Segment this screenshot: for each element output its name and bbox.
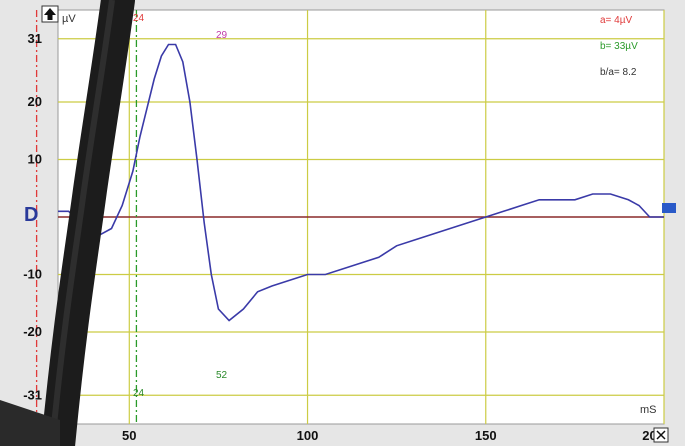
y-unit-label: µV bbox=[62, 13, 76, 25]
y-tick-label-0: 31 bbox=[28, 31, 42, 46]
readout-ratio: b/a= 8.2 bbox=[600, 67, 637, 78]
cursor-2-top-label: 29 bbox=[216, 30, 228, 41]
up-arrow-icon bbox=[41, 5, 59, 23]
y-tick-label-4: -10 bbox=[23, 267, 42, 282]
y-tick-labels: 31 20 10 -10 -20 -31 bbox=[23, 31, 42, 403]
corner-icon bbox=[653, 427, 669, 443]
cursor-lines bbox=[35, 10, 138, 424]
cursor-1-bottom-label: 24 bbox=[133, 388, 145, 399]
cursor-2-bottom-label: 52 bbox=[216, 370, 228, 381]
readout-b: b= 33µV bbox=[600, 41, 638, 52]
waveform-series bbox=[58, 43, 664, 322]
x-unit-label: mS bbox=[640, 404, 657, 416]
x-tick-label-2: 150 bbox=[475, 428, 497, 443]
y-tick-label-5: -20 bbox=[23, 324, 42, 339]
x-tick-labels: 50 100 150 200 bbox=[122, 428, 664, 443]
cursor-1-top-label: 24 bbox=[133, 13, 145, 24]
y-tick-label-2: 10 bbox=[28, 152, 42, 167]
electrode-cable bbox=[0, 0, 135, 446]
baseline-marker-icon bbox=[662, 203, 676, 213]
y-tick-label-6: -31 bbox=[23, 387, 42, 402]
baseline-side-label: D bbox=[24, 204, 38, 226]
y-tick-label-1: 20 bbox=[28, 94, 42, 109]
readout-a: a= 4µV bbox=[600, 15, 633, 26]
x-tick-label-1: 100 bbox=[297, 428, 319, 443]
x-tick-label-0: 50 bbox=[122, 428, 136, 443]
